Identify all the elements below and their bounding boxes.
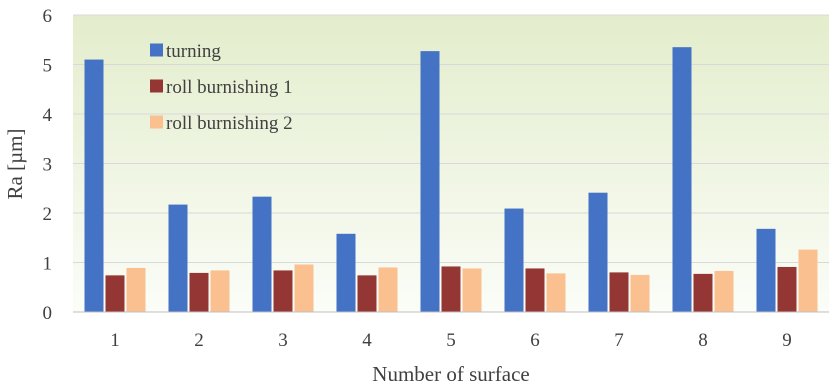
bar xyxy=(693,273,713,312)
y-tick-labels: 0 1 2 3 4 5 6 xyxy=(43,6,53,324)
bar xyxy=(273,270,293,312)
gridlines xyxy=(73,14,829,263)
bar xyxy=(525,268,545,312)
bar xyxy=(777,266,797,312)
bar xyxy=(441,266,461,312)
bar xyxy=(210,270,230,312)
legend-label: roll burnishing 1 xyxy=(166,77,293,98)
x-tick-label: 9 xyxy=(782,330,792,351)
y-tick-label: 6 xyxy=(43,6,53,27)
y-tick-label: 2 xyxy=(43,204,53,225)
x-tick-label: 8 xyxy=(698,330,708,351)
y-tick-label: 5 xyxy=(43,56,53,77)
bar xyxy=(168,204,188,312)
bar xyxy=(336,233,356,312)
bar xyxy=(714,270,734,312)
legend-swatch xyxy=(150,43,163,57)
bar xyxy=(756,228,776,312)
bar xyxy=(504,208,524,312)
legend-swatch xyxy=(150,115,163,129)
bar xyxy=(126,267,146,312)
bar xyxy=(672,47,692,313)
x-tick-label: 3 xyxy=(278,330,288,351)
bar xyxy=(630,274,650,312)
x-tick-label: 5 xyxy=(446,330,456,351)
bar xyxy=(378,267,398,312)
legend: turning roll burnishing 1 roll burnishing … xyxy=(150,41,293,134)
x-axis-title: Number of surface xyxy=(372,362,529,386)
bars xyxy=(84,47,818,313)
y-tick-label: 3 xyxy=(43,155,53,176)
x-tick-labels: 1 2 3 4 5 6 7 8 9 xyxy=(110,330,792,351)
legend-swatch xyxy=(150,79,163,93)
x-tick-label: 6 xyxy=(530,330,540,351)
y-tick-label: 0 xyxy=(43,303,53,324)
x-tick-label: 1 xyxy=(110,330,120,351)
bar xyxy=(420,51,440,312)
y-axis-title: Ra [µm] xyxy=(3,129,27,200)
bar xyxy=(462,268,482,312)
bar xyxy=(252,196,272,312)
bar xyxy=(105,275,125,312)
y-tick-label: 4 xyxy=(43,105,53,126)
bar xyxy=(609,272,629,312)
bar xyxy=(84,59,104,312)
bar xyxy=(546,273,566,312)
legend-label: turning xyxy=(166,41,221,62)
x-tick-label: 2 xyxy=(194,330,204,351)
bar xyxy=(189,272,209,312)
y-tick-label: 1 xyxy=(43,254,53,275)
bar xyxy=(294,264,314,312)
bar xyxy=(588,192,608,312)
legend-label: roll burnishing 2 xyxy=(166,113,293,134)
x-tick-label: 7 xyxy=(614,330,624,351)
bar xyxy=(357,275,377,312)
bar xyxy=(798,249,818,312)
x-tick-label: 4 xyxy=(362,330,372,351)
